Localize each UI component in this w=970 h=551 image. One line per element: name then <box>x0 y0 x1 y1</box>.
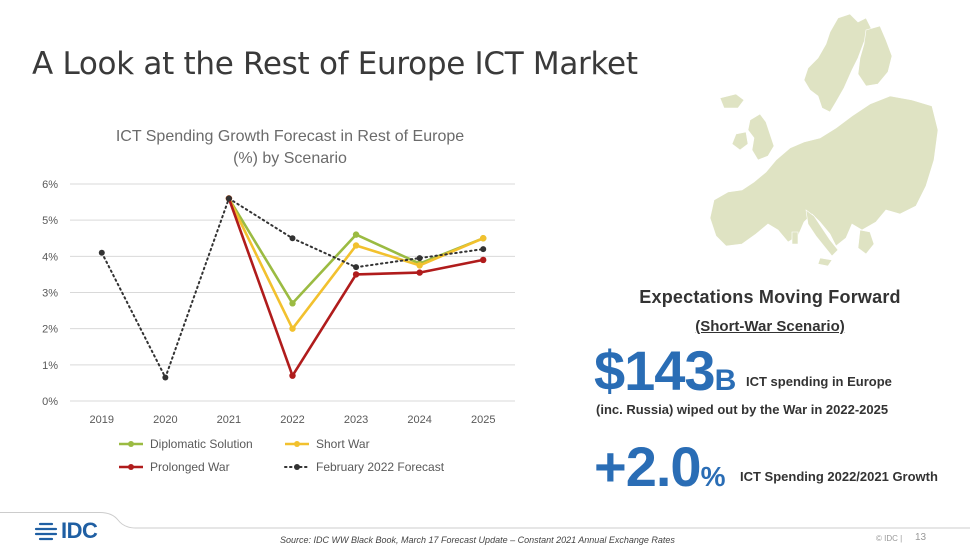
legend-label: Short War <box>316 437 370 451</box>
stat1-text-line-2: (inc. Russia) wiped out by the War in 20… <box>596 402 889 417</box>
stat2-unit: % <box>700 461 726 492</box>
legend-swatch <box>119 464 143 470</box>
stat2-text: ICT Spending 2022/2021 Growth <box>740 469 938 484</box>
line-chart: 0% 1% 2% 3% 4% 5% 6% 2019 2020 2021 2022 2023 2024 20… <box>42 179 515 426</box>
y-tick-label: 5% <box>42 215 58 227</box>
legend-swatch <box>285 441 309 447</box>
y-tick-label: 2% <box>42 324 58 336</box>
x-tick-label: 2024 <box>407 414 431 426</box>
stat2-value: +2.0 <box>594 435 702 498</box>
data-point <box>353 264 360 271</box>
y-tick-label: 6% <box>42 179 58 191</box>
page-number: 13 <box>915 532 927 543</box>
expectations-subheading: (Short-War Scenario) <box>695 318 845 335</box>
data-point <box>416 255 423 262</box>
legend-swatch <box>119 441 143 447</box>
y-tick-label: 4% <box>42 251 58 263</box>
idc-logo: IDC <box>34 518 98 544</box>
stat1-text-line-1: ICT spending in Europe <box>746 374 892 389</box>
legend-item: Short War <box>284 437 370 451</box>
stat-growth: +2.0% <box>594 434 725 499</box>
stat1-unit: B <box>714 364 737 397</box>
series-line-diplomatic-solution <box>227 197 484 305</box>
europe-map-icon <box>680 10 940 275</box>
legend-label: Diplomatic Solution <box>150 437 253 451</box>
data-point <box>289 325 296 332</box>
stat1-value: $143 <box>594 339 716 402</box>
y-tick-label: 0% <box>42 396 58 408</box>
copyright: © IDC | <box>876 534 903 543</box>
x-tick-label: 2022 <box>280 414 304 426</box>
data-point <box>289 300 296 307</box>
y-tick-label: 3% <box>42 288 58 300</box>
legend-label: February 2022 Forecast <box>316 460 445 474</box>
data-point <box>352 231 360 238</box>
idc-logo-text: IDC <box>61 518 98 543</box>
stat-spending-wiped: $143B <box>594 338 736 403</box>
data-point <box>352 271 360 278</box>
legend-label: Prolonged War <box>150 460 230 474</box>
y-tick-label: 1% <box>42 360 58 372</box>
data-point <box>480 246 487 253</box>
chart-title: ICT Spending Growth Forecast in Rest of … <box>60 126 520 170</box>
data-point <box>416 262 423 269</box>
data-point <box>162 374 169 381</box>
x-tick-label: 2020 <box>153 414 177 426</box>
data-point <box>289 235 296 242</box>
data-point <box>480 235 487 242</box>
idc-globe-icon <box>34 522 58 541</box>
x-tick-label: 2025 <box>471 414 495 426</box>
source-note: Source: IDC WW Black Book, March 17 Fore… <box>280 535 675 545</box>
series-line-february-2022-forecast <box>100 197 485 379</box>
data-point <box>289 372 296 379</box>
legend-item: February 2022 Forecast <box>284 460 444 474</box>
x-tick-label: 2023 <box>344 414 368 426</box>
chart-title-line-1: ICT Spending Growth Forecast in Rest of … <box>115 128 465 145</box>
data-point <box>480 256 487 264</box>
data-point <box>352 242 360 249</box>
series-line-prolonged-war <box>227 198 484 377</box>
footer-divider <box>0 512 970 529</box>
chart-title-line-2: (%) by Scenario <box>233 150 347 167</box>
data-point <box>98 249 105 256</box>
x-tick-label: 2019 <box>90 414 114 426</box>
legend-item: Diplomatic Solution <box>118 437 253 451</box>
legend-swatch <box>284 464 310 470</box>
data-point <box>225 195 232 202</box>
legend-item: Prolonged War <box>118 460 230 474</box>
slide-title: A Look at the Rest of Europe ICT Market <box>32 46 638 82</box>
expectations-heading: Expectations Moving Forward <box>639 287 901 307</box>
data-point <box>416 269 423 276</box>
x-tick-label: 2021 <box>217 414 241 426</box>
